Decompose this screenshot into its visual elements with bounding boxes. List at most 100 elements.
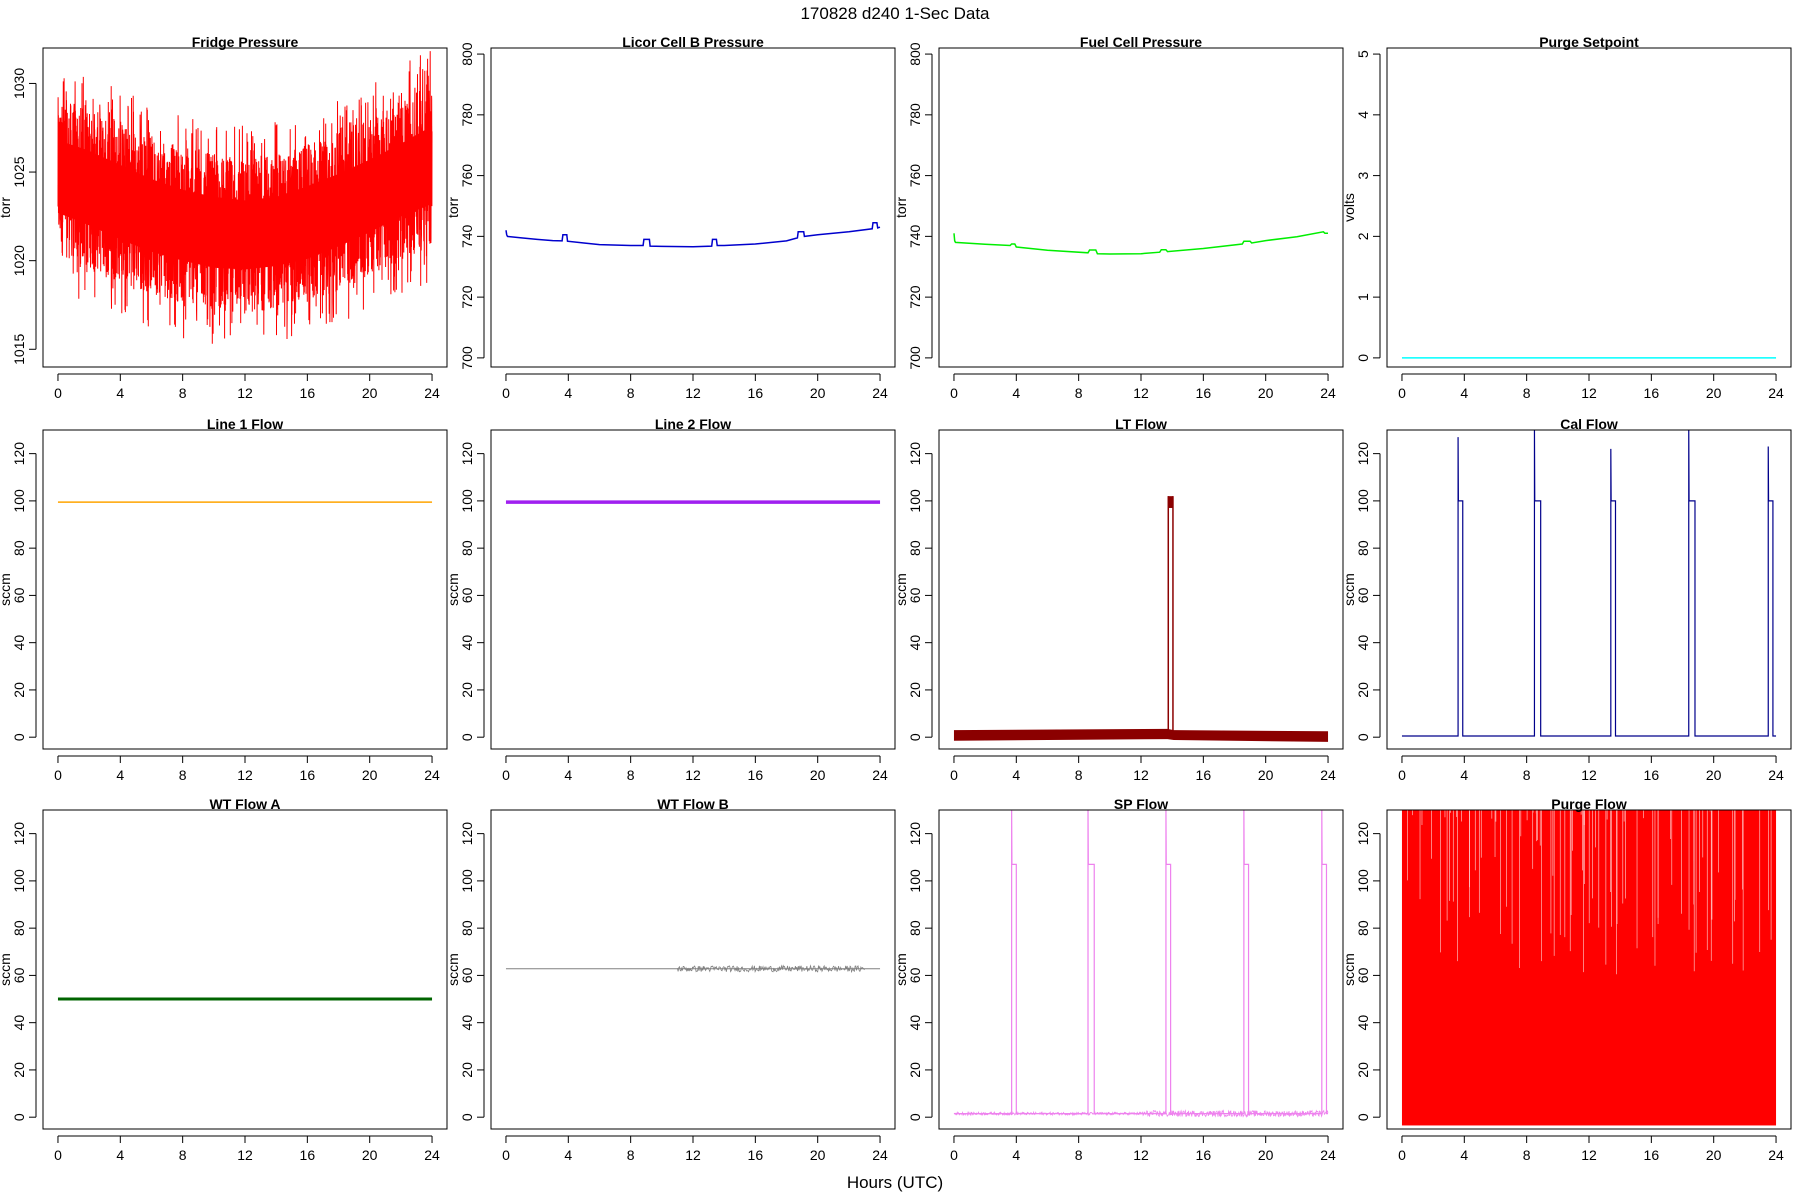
y-tick-label: 100 xyxy=(907,489,923,513)
x-tick-label: 8 xyxy=(179,385,187,401)
plot-area xyxy=(953,810,1329,1118)
x-tick-label: 8 xyxy=(179,1147,187,1163)
y-tick-label: 100 xyxy=(907,869,923,893)
x-tick-label: 4 xyxy=(1460,767,1468,783)
panel-title: LT Flow xyxy=(1115,416,1167,432)
x-tick-label: 20 xyxy=(362,385,378,401)
y-tick-label: 120 xyxy=(11,442,27,466)
y-tick-label: 20 xyxy=(459,682,475,698)
panel-title: Licor Cell B Pressure xyxy=(622,34,764,50)
x-axis: 0 4 8 12 16 20 24 xyxy=(1398,373,1784,401)
panel-title: Cal Flow xyxy=(1560,416,1618,432)
y-axis-label: sccm xyxy=(1341,573,1357,606)
x-tick-label: 20 xyxy=(1258,767,1274,783)
x-tick-label: 4 xyxy=(564,385,572,401)
y-tick-label: 80 xyxy=(459,540,475,556)
y-tick-label: 60 xyxy=(459,967,475,983)
x-tick-label: 20 xyxy=(1706,1147,1722,1163)
y-tick-label: 0 xyxy=(459,1113,475,1121)
y-tick-label: 20 xyxy=(11,682,27,698)
x-tick-label: 8 xyxy=(627,767,635,783)
series-band-core xyxy=(57,125,433,270)
y-tick-label: 80 xyxy=(11,920,27,936)
series-line xyxy=(953,810,1329,1115)
y-tick-label: 20 xyxy=(1355,682,1371,698)
y-axis: 0 1 2 3 4 5 xyxy=(1355,50,1381,362)
y-axis: 0 20 40 60 80 100 120 xyxy=(1355,822,1381,1121)
x-tick-label: 12 xyxy=(685,385,701,401)
plot-frame xyxy=(1386,809,1792,1130)
y-tick-label: 720 xyxy=(459,285,475,309)
series-band xyxy=(953,728,1329,742)
y-tick-label: 740 xyxy=(459,224,475,248)
x-tick-label: 24 xyxy=(1768,385,1784,401)
panel-purge-flow: 0 4 8 12 16 20 24 0 20 40 60 80 100 120 Purge Flow sccm xyxy=(1341,796,1792,1163)
series-noise xyxy=(953,1109,1329,1118)
series-peak-cap xyxy=(1168,496,1173,508)
y-tick-label: 100 xyxy=(459,489,475,513)
y-tick-label: 20 xyxy=(1355,1062,1371,1078)
y-axis: 0 20 40 60 80 100 120 xyxy=(907,442,933,741)
figure-x-axis-label: Hours (UTC) xyxy=(847,1173,943,1192)
x-tick-label: 8 xyxy=(627,385,635,401)
y-axis: 0 20 40 60 80 100 120 xyxy=(11,442,37,741)
x-tick-label: 20 xyxy=(362,767,378,783)
y-axis-label: sccm xyxy=(0,573,13,606)
y-axis-label: torr xyxy=(0,197,13,218)
y-tick-label: 20 xyxy=(459,1062,475,1078)
y-tick-label: 40 xyxy=(459,635,475,651)
y-tick-label: 40 xyxy=(907,1015,923,1031)
panel-licor-cell-b-pressure: 0 4 8 12 16 20 24 700 720 740 760 780 800 Licor Cell … xyxy=(445,34,896,401)
plot-area xyxy=(57,51,433,344)
plot-frame xyxy=(938,47,1344,368)
x-tick-label: 0 xyxy=(1398,767,1406,783)
y-tick-label: 0 xyxy=(11,733,27,741)
x-tick-label: 0 xyxy=(502,385,510,401)
x-tick-label: 0 xyxy=(502,767,510,783)
x-tick-label: 4 xyxy=(1460,385,1468,401)
x-axis: 0 4 8 12 16 20 24 xyxy=(54,1135,440,1163)
x-tick-label: 12 xyxy=(237,385,253,401)
y-tick-label: 0 xyxy=(1355,354,1371,362)
x-tick-label: 4 xyxy=(116,385,124,401)
y-tick-label: 20 xyxy=(907,682,923,698)
y-tick-label: 60 xyxy=(907,967,923,983)
y-axis-label: sccm xyxy=(1341,953,1357,986)
x-axis: 0 4 8 12 16 20 24 xyxy=(502,373,888,401)
x-tick-label: 4 xyxy=(1460,1147,1468,1163)
x-tick-label: 0 xyxy=(502,1147,510,1163)
y-tick-label: 0 xyxy=(1355,733,1371,741)
x-axis: 0 4 8 12 16 20 24 xyxy=(950,373,1336,401)
plot-frame xyxy=(490,47,896,368)
y-axis: 0 20 40 60 80 100 120 xyxy=(459,442,485,741)
x-tick-label: 8 xyxy=(179,767,187,783)
x-tick-label: 20 xyxy=(810,1147,826,1163)
x-tick-label: 12 xyxy=(685,767,701,783)
y-tick-label: 0 xyxy=(907,733,923,741)
x-tick-label: 24 xyxy=(1320,1147,1336,1163)
y-tick-label: 4 xyxy=(1355,111,1371,119)
y-tick-label: 40 xyxy=(907,635,923,651)
x-tick-label: 16 xyxy=(1196,767,1212,783)
panel-sp-flow: 0 4 8 12 16 20 24 0 20 40 60 80 100 120 SP Flow sccm xyxy=(893,796,1344,1163)
x-axis: 0 4 8 12 16 20 24 xyxy=(1398,1135,1784,1163)
x-tick-label: 24 xyxy=(872,385,888,401)
y-axis: 0 20 40 60 80 100 120 xyxy=(459,822,485,1121)
x-tick-label: 4 xyxy=(1012,767,1020,783)
y-tick-label: 100 xyxy=(11,869,27,893)
plot-area xyxy=(1401,357,1777,359)
x-tick-label: 12 xyxy=(1133,767,1149,783)
x-tick-label: 0 xyxy=(1398,1147,1406,1163)
y-tick-label: 2 xyxy=(1355,232,1371,240)
y-tick-label: 40 xyxy=(11,1015,27,1031)
y-tick-label: 60 xyxy=(11,587,27,603)
plot-frame xyxy=(490,429,896,750)
x-tick-label: 16 xyxy=(300,1147,316,1163)
y-tick-label: 60 xyxy=(11,967,27,983)
x-tick-label: 12 xyxy=(1581,767,1597,783)
y-tick-label: 40 xyxy=(1355,1015,1371,1031)
x-tick-label: 24 xyxy=(1768,1147,1784,1163)
y-tick-label: 60 xyxy=(1355,587,1371,603)
y-tick-label: 120 xyxy=(459,822,475,846)
x-tick-label: 16 xyxy=(748,1147,764,1163)
